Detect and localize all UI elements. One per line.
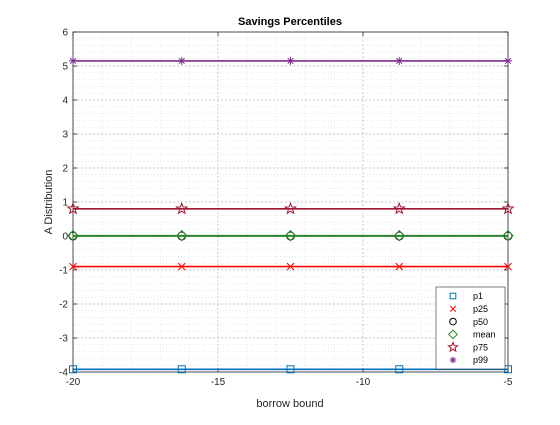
series-p25 — [69, 262, 512, 271]
x-tick-label: -15 — [211, 377, 226, 388]
data-point-p75 — [501, 201, 515, 215]
legend-label-p75: p75 — [473, 342, 488, 352]
data-point-p25 — [504, 262, 512, 271]
x-axis-title: borrow bound — [256, 398, 323, 410]
data-point-p1 — [69, 365, 77, 374]
legend-entry-p75: p75 — [447, 340, 488, 353]
data-point-p75 — [283, 201, 298, 215]
x-tick-label: -10 — [356, 377, 371, 388]
legend-label-p25: p25 — [473, 304, 488, 314]
x-tick-label: -20 — [66, 377, 81, 388]
series-mean — [67, 229, 514, 242]
data-point-mean — [393, 229, 405, 242]
data-point-p75 — [392, 201, 406, 215]
data-point-mean — [176, 229, 188, 242]
y-tick-label: 3 — [62, 130, 68, 141]
chart-title: Savings Percentiles — [238, 16, 342, 28]
legend-box — [435, 286, 506, 370]
data-point-p1 — [286, 365, 295, 374]
data-point-mean — [67, 229, 79, 242]
y-tick-label: 4 — [62, 96, 68, 107]
legend-label-p50: p50 — [473, 317, 488, 327]
data-point-p25 — [177, 262, 186, 271]
data-point-mean — [284, 229, 297, 242]
x-tick-label: -5 — [504, 377, 513, 388]
data-point-p99 — [395, 56, 404, 65]
data-point-p25 — [69, 262, 77, 271]
data-point-p99 — [504, 56, 512, 65]
legend-marker-p1 — [449, 292, 457, 300]
data-point-p99 — [69, 56, 77, 65]
legend-label-mean: mean — [473, 330, 496, 340]
legend-marker-p25 — [449, 305, 457, 312]
data-point-p1 — [395, 365, 404, 374]
y-tick-label: 1 — [62, 198, 68, 209]
legend-label-p1: p1 — [473, 291, 483, 301]
series-p75 — [66, 201, 515, 215]
legend-marker-p75 — [447, 340, 459, 353]
legend-entry-mean: mean — [447, 329, 496, 340]
legend-label-p99: p99 — [473, 355, 488, 365]
legend-entry-p50: p50 — [449, 317, 488, 327]
data-point-mean — [502, 229, 514, 242]
legend-marker-p99 — [449, 356, 457, 364]
legend-marker-p50 — [449, 317, 457, 326]
legend-entry-p1: p1 — [449, 291, 483, 301]
data-point-p25 — [286, 262, 295, 271]
data-point-p25 — [395, 262, 404, 271]
y-axis-title: A Distribution — [43, 170, 55, 235]
legend: p1 p25 p50 mean p75 p99 — [435, 286, 506, 370]
data-point-p1 — [177, 365, 186, 374]
y-tick-label: -3 — [59, 334, 68, 345]
y-tick-label: 0 — [62, 232, 68, 243]
y-tick-label: 5 — [62, 62, 68, 73]
data-point-p99 — [177, 56, 186, 65]
y-tick-label: -4 — [59, 368, 68, 379]
data-point-p75 — [175, 201, 189, 215]
legend-entry-p99: p99 — [449, 355, 488, 365]
y-tick-label: -1 — [59, 266, 68, 277]
y-tick-label: -2 — [59, 300, 68, 311]
data-point-p75 — [66, 201, 80, 215]
legend-marker-mean — [447, 329, 459, 340]
series-p99 — [69, 56, 512, 65]
data-point-p99 — [286, 56, 295, 65]
legend-entry-p25: p25 — [449, 304, 488, 314]
y-tick-label: 6 — [62, 28, 68, 39]
y-tick-label: 2 — [62, 164, 68, 175]
